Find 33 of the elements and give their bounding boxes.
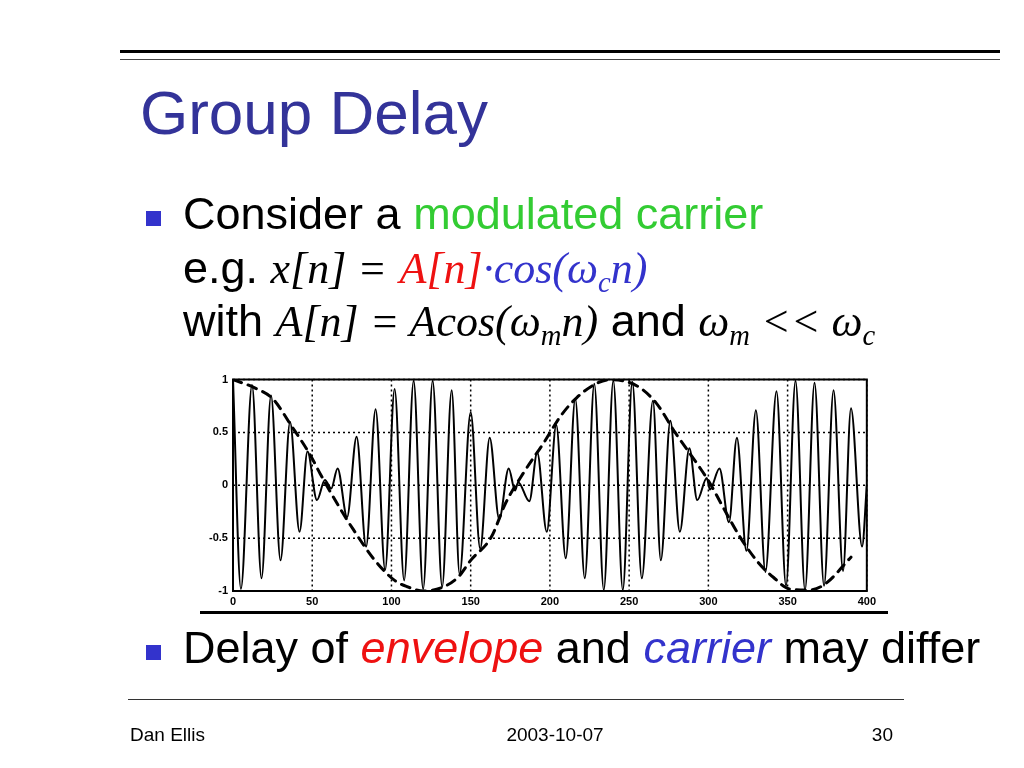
text: A[n] [399, 244, 483, 293]
text: Delay of [183, 622, 349, 673]
x-tick-label: 150 [461, 594, 480, 607]
text: envelope [360, 622, 544, 673]
chart-title: Group Delay [140, 78, 489, 148]
text: and [555, 622, 631, 673]
text: modulated carrier [413, 188, 764, 239]
y-tick-label: 0.5 [212, 425, 228, 438]
x-tick-label: 200 [540, 594, 560, 607]
text: ·cos(ω$_{c}$n) [482, 244, 648, 298]
x-tick-label: 300 [699, 594, 718, 607]
text: e.g. [183, 242, 259, 293]
text: may differ [783, 622, 981, 673]
y-tick-label: 1 [221, 372, 228, 385]
x-tick-label: 100 [382, 594, 401, 607]
y-tick-label: -1 [218, 584, 228, 597]
x-tick-label: 0 [229, 594, 237, 607]
text: and [610, 295, 686, 346]
x-tick-label: 400 [857, 594, 876, 607]
text: 30 [871, 724, 893, 746]
x-tick-label: 250 [619, 594, 639, 607]
text: Consider a [183, 188, 401, 239]
text: x[n] = [270, 244, 388, 293]
text: ω$_{m}$ << ω$_{c}$ [698, 297, 876, 351]
text: carrier [643, 622, 771, 673]
x-tick-label: 50 [306, 594, 319, 607]
y-tick-label: -0.5 [209, 531, 228, 544]
text: with [183, 295, 264, 346]
text: 2003-10-07 [506, 724, 604, 746]
x-tick-label: 350 [778, 594, 797, 607]
text: Dan Ellis [130, 724, 205, 746]
text: A[n] = Acos(ω$_{m}$n) [275, 297, 599, 351]
y-tick-label: 0 [221, 478, 228, 491]
